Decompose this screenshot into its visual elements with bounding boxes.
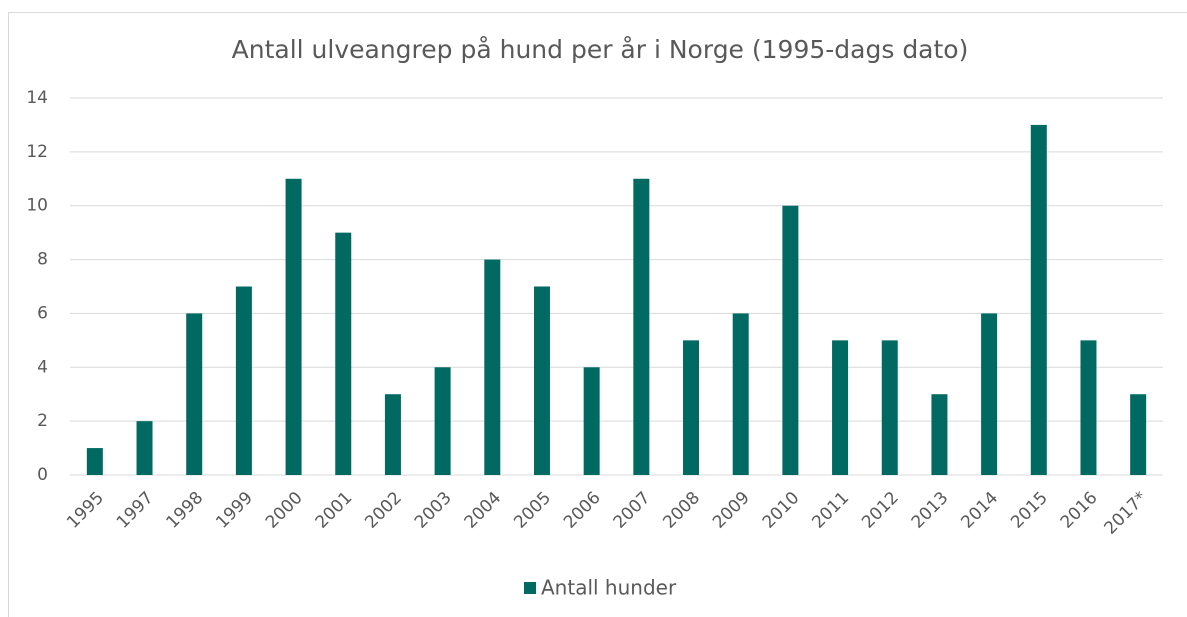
bar <box>136 421 153 475</box>
bar <box>683 340 700 475</box>
x-tick-label: 2011 <box>808 488 853 533</box>
x-tick-label: 1997 <box>113 488 158 533</box>
x-tick-label: 2002 <box>361 488 406 533</box>
bar <box>384 394 401 475</box>
y-tick-label: 6 <box>37 303 48 323</box>
bar <box>782 205 799 475</box>
x-tick-label: 2013 <box>908 488 953 533</box>
bar <box>235 286 252 475</box>
legend-swatch <box>524 582 536 594</box>
x-tick-label: 2000 <box>262 488 307 533</box>
x-tick-label: 2006 <box>560 488 605 533</box>
chart-border <box>8 12 1187 617</box>
x-tick-label: 1995 <box>63 488 108 533</box>
x-tick-label: 2003 <box>411 488 456 533</box>
y-tick-label: 2 <box>37 411 48 431</box>
bar <box>633 178 650 476</box>
x-tick-label: 2007 <box>610 488 655 533</box>
y-tick-label: 0 <box>37 465 48 485</box>
bar <box>881 340 898 475</box>
bar <box>434 367 451 475</box>
bar <box>583 367 600 475</box>
bar <box>484 259 501 475</box>
x-tick-label: 1998 <box>163 488 208 533</box>
y-tick-label: 8 <box>37 250 48 270</box>
x-tick-label: 2009 <box>709 488 754 533</box>
bar <box>732 313 749 475</box>
bar <box>1030 124 1047 475</box>
x-tick-label: 2012 <box>858 488 903 533</box>
x-tick-label: 2001 <box>312 488 357 533</box>
bar <box>832 340 849 475</box>
bar <box>981 313 998 475</box>
x-tick-label: 2004 <box>461 488 506 533</box>
x-tick-label: 2010 <box>759 488 804 533</box>
x-tick-label: 2014 <box>957 488 1002 533</box>
y-tick-label: 4 <box>37 357 48 377</box>
bar <box>86 448 103 475</box>
bar <box>335 232 352 475</box>
x-tick-label: 1999 <box>212 488 257 533</box>
x-tick-label: 2015 <box>1007 488 1052 533</box>
y-tick-label: 14 <box>26 88 48 108</box>
bar <box>931 394 948 475</box>
bar <box>1080 340 1097 475</box>
x-tick-label: 2005 <box>510 488 555 533</box>
y-tick-label: 10 <box>26 196 48 216</box>
bar <box>285 178 302 476</box>
bar <box>1130 394 1147 475</box>
legend-label: Antall hunder <box>541 576 677 600</box>
bar <box>186 313 203 475</box>
chart-title: Antall ulveangrep på hund per år i Norge… <box>232 35 969 64</box>
y-tick-label: 12 <box>26 142 48 162</box>
x-tick-label: 2016 <box>1057 488 1102 533</box>
x-tick-label: 2008 <box>659 488 704 533</box>
x-tick-label: 2017* <box>1100 488 1151 539</box>
bar <box>533 286 550 475</box>
